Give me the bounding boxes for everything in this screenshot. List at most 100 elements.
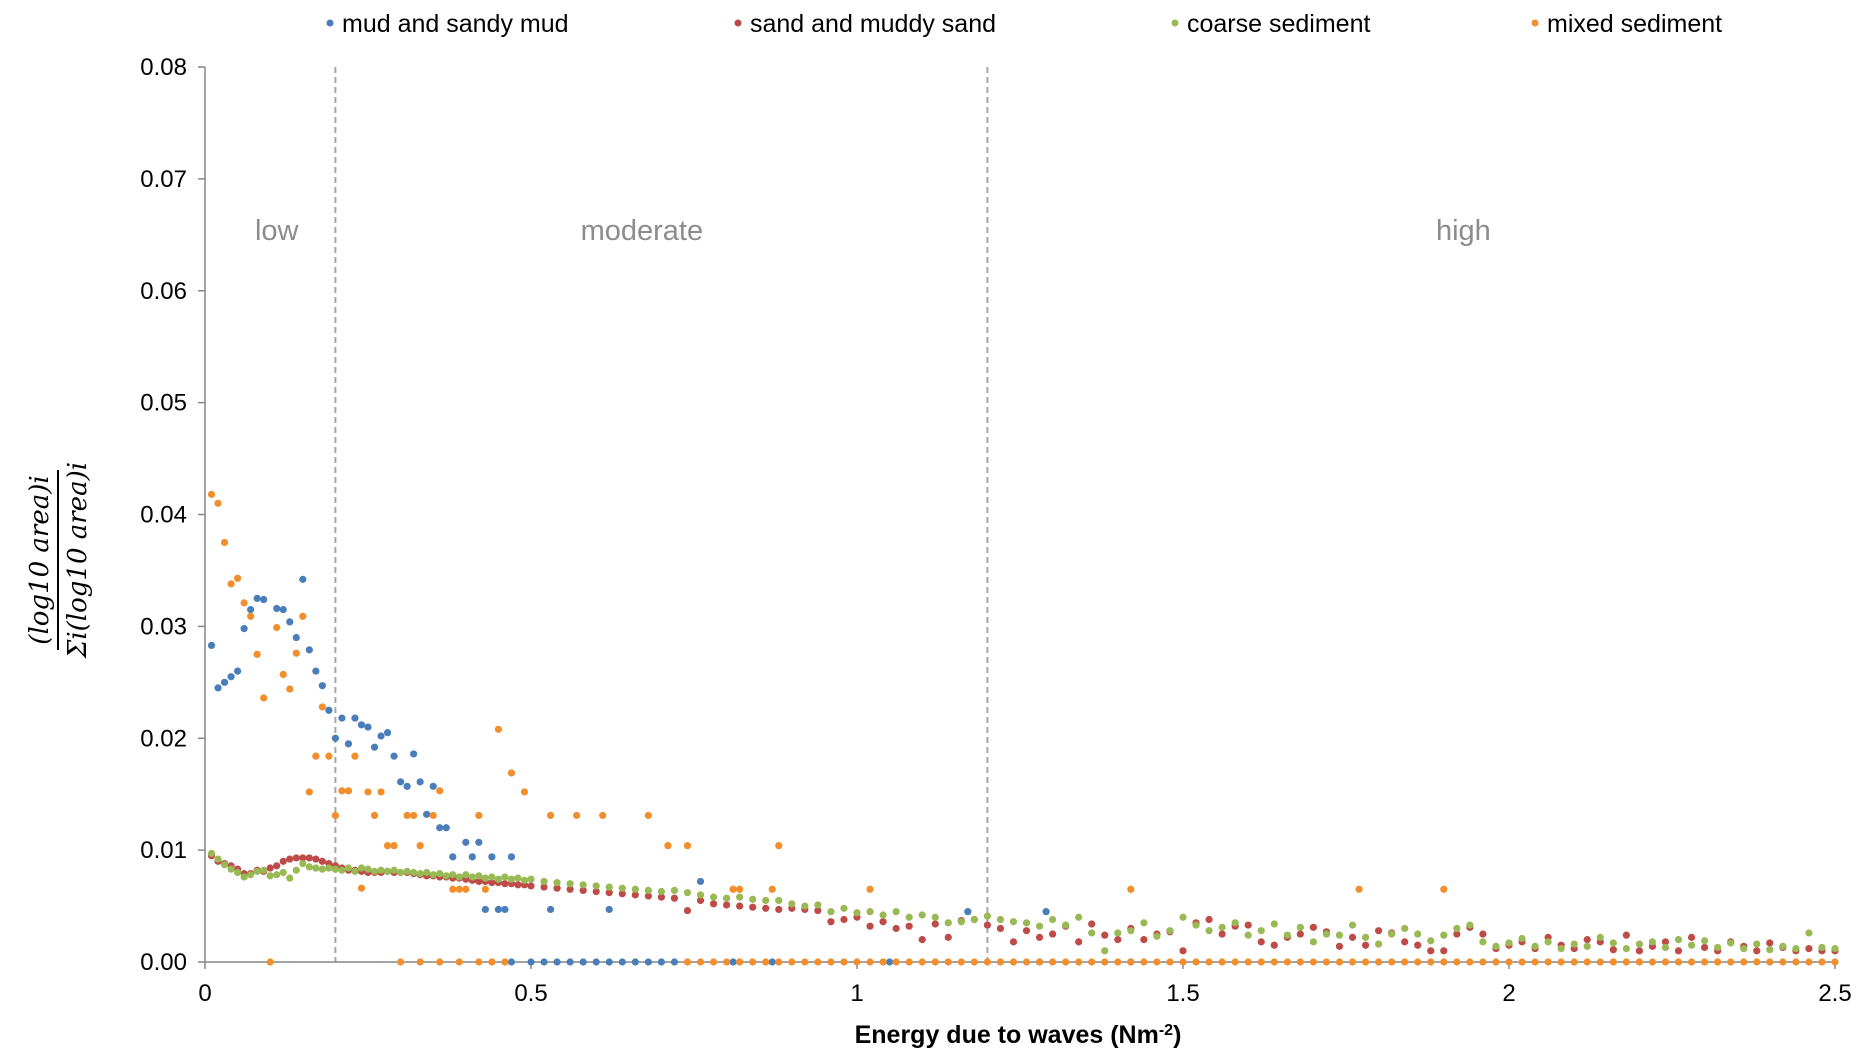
data-point — [1309, 938, 1317, 946]
data-point — [944, 933, 952, 941]
series-0 — [207, 575, 1135, 966]
data-point — [1596, 933, 1604, 941]
data-point — [618, 884, 626, 892]
data-point — [1479, 938, 1487, 946]
data-point — [338, 787, 346, 795]
data-point — [475, 877, 483, 886]
data-point — [410, 750, 418, 758]
data-point — [1701, 943, 1709, 952]
data-point — [540, 877, 548, 886]
data-point — [840, 904, 848, 912]
data-point — [729, 958, 737, 966]
data-point — [1740, 944, 1748, 953]
data-point — [1088, 920, 1096, 928]
data-point — [305, 646, 313, 654]
data-point — [429, 871, 437, 879]
data-point — [279, 857, 287, 865]
data-point — [1661, 938, 1670, 946]
data-point — [618, 958, 626, 966]
data-point — [762, 896, 770, 905]
data-point — [631, 891, 639, 899]
data-point — [501, 905, 509, 914]
data-point — [1544, 958, 1552, 966]
legend-label: mixed sediment — [1547, 10, 1722, 38]
data-point — [1361, 958, 1370, 966]
data-point — [964, 908, 972, 916]
data-point — [768, 885, 776, 893]
data-point — [475, 838, 483, 846]
data-point — [1361, 941, 1370, 949]
data-point — [1101, 958, 1109, 966]
data-point — [1009, 938, 1018, 946]
data-point — [501, 880, 509, 888]
data-point — [657, 958, 666, 966]
data-point — [494, 905, 502, 914]
legend-marker — [1171, 19, 1179, 27]
data-point — [1166, 958, 1174, 966]
data-point — [1244, 931, 1252, 939]
x-tick-label: 1 — [850, 980, 863, 1007]
data-point — [1544, 938, 1552, 946]
data-point — [683, 958, 692, 966]
data-point — [442, 872, 450, 880]
data-point — [1505, 958, 1513, 966]
legend-label: mud and sandy mud — [342, 10, 569, 38]
data-point — [1101, 931, 1109, 939]
data-point — [383, 867, 392, 875]
data-point — [220, 678, 229, 686]
data-point — [240, 873, 248, 881]
data-point — [377, 788, 385, 796]
data-point — [1805, 929, 1813, 937]
data-point — [1270, 941, 1278, 949]
data-point — [1257, 958, 1265, 966]
data-point — [292, 854, 300, 862]
data-point — [292, 633, 300, 642]
data-point — [318, 857, 326, 865]
data-point — [1348, 933, 1357, 941]
data-point — [260, 595, 268, 604]
data-point — [788, 900, 796, 908]
data-point — [1140, 958, 1148, 966]
data-point — [410, 868, 418, 877]
data-point — [351, 714, 359, 722]
data-point — [1570, 940, 1578, 948]
data-point — [383, 842, 392, 850]
data-point — [1427, 947, 1435, 955]
data-point — [931, 913, 939, 921]
data-point — [814, 906, 822, 915]
data-point — [892, 908, 900, 916]
data-point — [468, 873, 476, 881]
data-point — [462, 871, 470, 879]
data-point — [1140, 936, 1148, 944]
data-point — [390, 866, 398, 874]
data-point — [853, 909, 861, 917]
data-point — [886, 958, 894, 966]
data-point — [1348, 921, 1357, 929]
data-point — [749, 903, 757, 911]
data-point — [286, 618, 294, 626]
data-point — [683, 842, 692, 850]
data-point — [683, 889, 692, 897]
series-3 — [207, 490, 1839, 966]
data-point — [840, 915, 848, 924]
data-point — [970, 915, 978, 924]
data-point — [762, 904, 770, 912]
legend-label: sand and muddy sand — [750, 10, 996, 38]
data-point — [827, 918, 835, 926]
data-point — [279, 868, 287, 877]
data-point — [1114, 929, 1122, 937]
data-point — [866, 885, 874, 893]
data-point — [436, 958, 444, 966]
data-point — [527, 882, 535, 890]
data-point — [344, 787, 353, 795]
data-point — [1270, 920, 1278, 928]
data-point — [657, 887, 666, 896]
data-point — [1309, 923, 1317, 931]
data-point — [253, 867, 261, 875]
data-point — [1440, 931, 1448, 939]
data-point — [801, 902, 809, 910]
data-point — [462, 838, 470, 846]
data-point — [527, 958, 535, 966]
data-point — [1179, 958, 1187, 966]
y-tick-label: 0.03 — [140, 613, 187, 640]
